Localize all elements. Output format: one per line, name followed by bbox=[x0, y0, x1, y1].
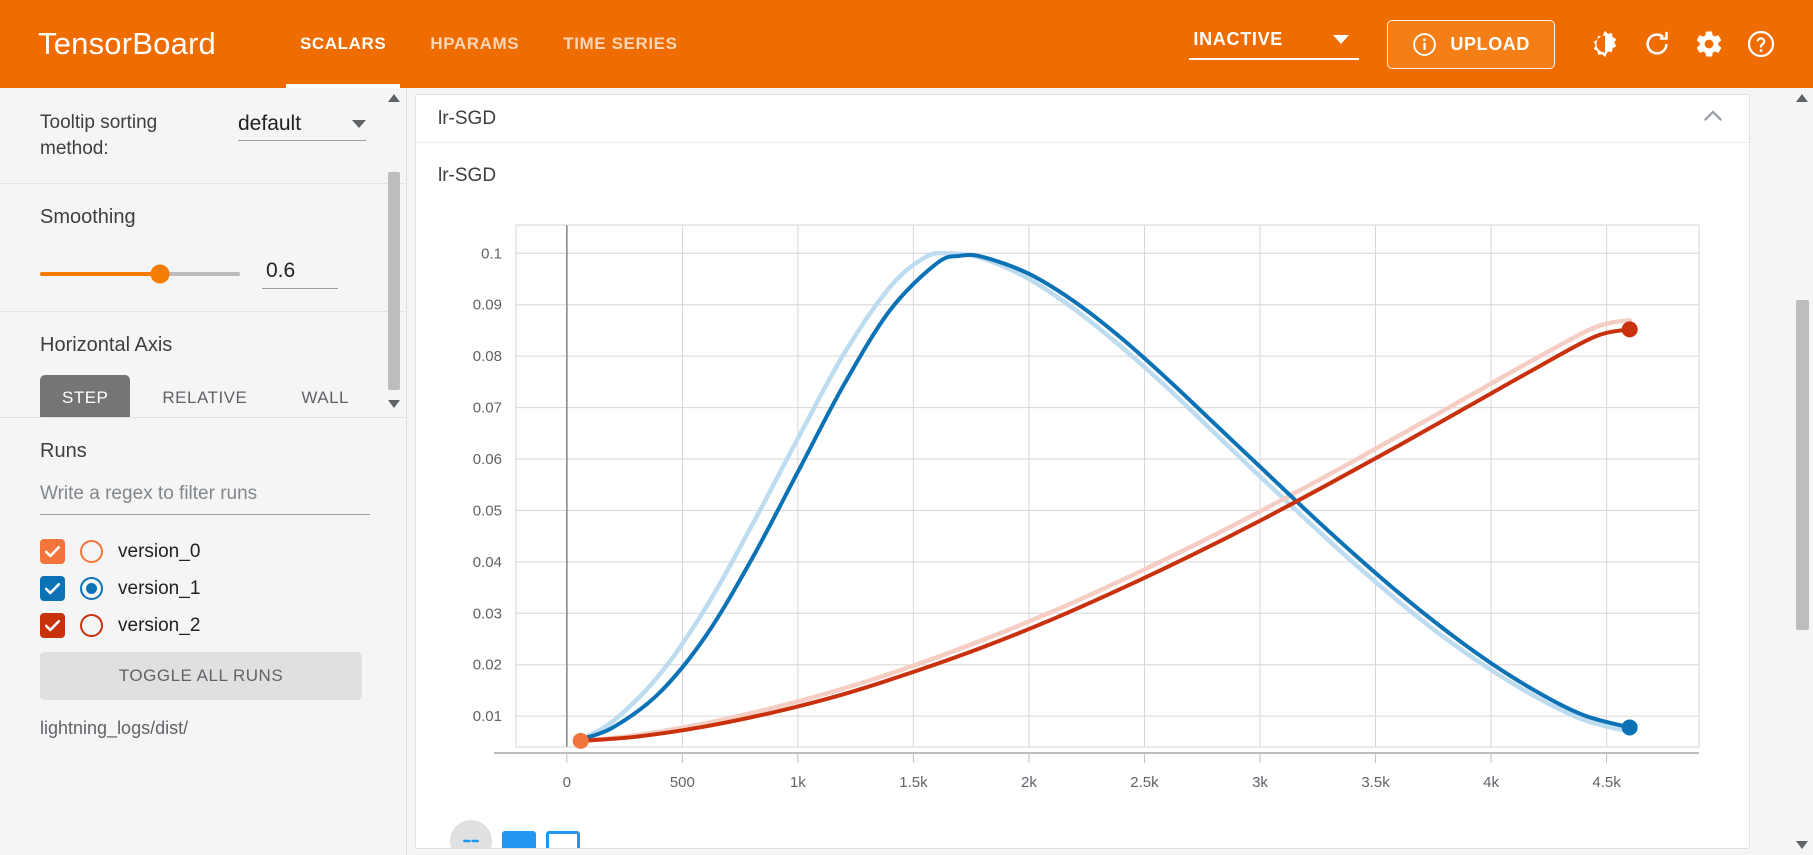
info-icon bbox=[1413, 32, 1437, 56]
scalar-card: lr-SGD lr-SGD 0.01 0.02 0.03 0.04 0.05 0.06 0.… bbox=[415, 94, 1750, 849]
axis-option-step[interactable]: STEP bbox=[40, 375, 131, 417]
svg-text:2.5k: 2.5k bbox=[1130, 774, 1159, 791]
svg-text:0.01: 0.01 bbox=[473, 708, 502, 725]
tooltip-sorting-section: Tooltip sorting method: default bbox=[0, 88, 406, 185]
axis-option-wall[interactable]: WALL bbox=[301, 388, 350, 408]
horizontal-axis-label: Horizontal Axis bbox=[40, 334, 173, 357]
svg-text:0.07: 0.07 bbox=[473, 400, 502, 417]
tab-time-series[interactable]: TIME SERIES bbox=[563, 34, 678, 53]
svg-text:3k: 3k bbox=[1252, 774, 1268, 791]
run-radio[interactable] bbox=[80, 577, 103, 600]
scalar-card-header: lr-SGD bbox=[416, 95, 1749, 143]
run-radio[interactable] bbox=[80, 614, 103, 637]
svg-text:0.1: 0.1 bbox=[481, 245, 502, 262]
axis-option-relative[interactable]: RELATIVE bbox=[162, 388, 248, 408]
smoothing-section: Smoothing 0.6 bbox=[0, 184, 406, 313]
run-status-dropdown[interactable]: INACTIVE bbox=[1189, 28, 1360, 60]
horizontal-axis-section: Horizontal Axis STEP RELATIVE WALL bbox=[0, 312, 406, 417]
chevron-down-icon bbox=[352, 120, 366, 128]
toggle-all-runs-button[interactable]: TOGGLE ALL RUNS bbox=[40, 652, 362, 700]
tooltip-sorting-value: default bbox=[238, 112, 302, 135]
sidebar-scroll-region: Tooltip sorting method: default Smoothin… bbox=[0, 88, 406, 418]
scalar-card-title: lr-SGD bbox=[438, 107, 497, 129]
svg-text:1k: 1k bbox=[790, 774, 806, 791]
run-label: version_0 bbox=[118, 540, 201, 562]
runs-title: Runs bbox=[40, 440, 87, 462]
runs-section: Runs Write a regex to filter runs versio… bbox=[0, 418, 406, 855]
run-checkbox[interactable] bbox=[40, 576, 65, 601]
run-item-version-0[interactable]: version_0 bbox=[40, 533, 380, 570]
settings-gear-icon[interactable] bbox=[1683, 18, 1735, 70]
svg-text:0.08: 0.08 bbox=[473, 348, 502, 365]
main-scrollbar-thumb[interactable] bbox=[1796, 300, 1809, 630]
svg-text:500: 500 bbox=[670, 774, 695, 791]
download-icon[interactable] bbox=[546, 831, 580, 848]
settings-sidebar: Tooltip sorting method: default Smoothin… bbox=[0, 88, 407, 855]
run-item-version-2[interactable]: version_2 bbox=[40, 607, 380, 644]
svg-text:0: 0 bbox=[563, 774, 571, 791]
chart-title: lr-SGD bbox=[438, 165, 497, 186]
header-actions: INACTIVE UPLOAD bbox=[1189, 18, 1813, 70]
slider-fill bbox=[40, 272, 160, 277]
logdir-path: lightning_logs/dist/ bbox=[40, 718, 189, 738]
chart-toolbar bbox=[450, 820, 580, 848]
upload-button[interactable]: UPLOAD bbox=[1387, 19, 1555, 69]
chevron-down-icon bbox=[1333, 34, 1349, 44]
run-label: version_2 bbox=[118, 614, 201, 636]
slider-thumb[interactable] bbox=[150, 264, 170, 284]
app-body: Tooltip sorting method: default Smoothin… bbox=[0, 88, 1813, 855]
main-nav: SCALARS HPARAMS TIME SERIES bbox=[278, 0, 700, 88]
brightness-icon[interactable] bbox=[1579, 18, 1631, 70]
tab-scalars[interactable]: SCALARS bbox=[278, 0, 408, 88]
svg-text:0.09: 0.09 bbox=[473, 297, 502, 314]
main-scrollbar[interactable] bbox=[1796, 88, 1809, 855]
refresh-icon[interactable] bbox=[1631, 18, 1683, 70]
svg-text:4.5k: 4.5k bbox=[1592, 774, 1621, 791]
chevron-up-icon[interactable] bbox=[1699, 102, 1727, 135]
app-header: TensorBoard SCALARS HPARAMS TIME SERIES … bbox=[0, 0, 1813, 88]
smoothing-slider[interactable] bbox=[40, 264, 240, 284]
svg-text:4k: 4k bbox=[1483, 774, 1499, 791]
run-item-version-1[interactable]: version_1 bbox=[40, 570, 380, 607]
svg-text:0.02: 0.02 bbox=[473, 657, 502, 674]
svg-text:0.06: 0.06 bbox=[473, 451, 502, 468]
svg-text:1.5k: 1.5k bbox=[899, 774, 928, 791]
help-icon[interactable] bbox=[1735, 18, 1787, 70]
svg-text:0.03: 0.03 bbox=[473, 605, 502, 622]
svg-text:3.5k: 3.5k bbox=[1361, 774, 1390, 791]
run-checkbox[interactable] bbox=[40, 613, 65, 638]
run-status-value: INACTIVE bbox=[1193, 28, 1283, 49]
pin-icon[interactable] bbox=[502, 831, 536, 848]
scroll-down-arrow-icon[interactable] bbox=[388, 400, 400, 412]
expand-icon[interactable] bbox=[450, 820, 492, 848]
chart-svg: 0.01 0.02 0.03 0.04 0.05 0.06 0.07 0.08 0.09 0.1 0… bbox=[473, 224, 1700, 791]
svg-text:2k: 2k bbox=[1021, 774, 1037, 791]
chart-plot-area[interactable]: 0.01 0.02 0.03 0.04 0.05 0.06 0.07 0.08 0.09 0.1 0… bbox=[416, 187, 1749, 848]
scroll-up-arrow-icon[interactable] bbox=[388, 94, 400, 106]
run-checkbox[interactable] bbox=[40, 539, 65, 564]
tooltip-sorting-label: Tooltip sorting method: bbox=[40, 112, 158, 159]
upload-button-label: UPLOAD bbox=[1450, 33, 1530, 54]
sidebar-scrollbar-thumb[interactable] bbox=[388, 172, 400, 390]
main-content: lr-SGD lr-SGD 0.01 0.02 0.03 0.04 0.05 0.06 0.… bbox=[407, 88, 1813, 855]
run-label: version_1 bbox=[118, 577, 201, 599]
smoothing-label: Smoothing bbox=[40, 206, 136, 229]
run-radio[interactable] bbox=[80, 540, 103, 563]
runs-filter-input[interactable]: Write a regex to filter runs bbox=[40, 483, 370, 515]
svg-text:0.04: 0.04 bbox=[473, 554, 502, 571]
svg-text:0.05: 0.05 bbox=[473, 502, 502, 519]
smoothing-value-input[interactable]: 0.6 bbox=[262, 259, 338, 290]
runs-list: version_0 version_1 version_2 bbox=[40, 533, 380, 644]
app-brand: TensorBoard bbox=[38, 26, 216, 61]
scroll-up-arrow-icon[interactable] bbox=[1796, 94, 1808, 102]
tab-hparams[interactable]: HPARAMS bbox=[430, 34, 520, 53]
sidebar-scrollbar[interactable] bbox=[388, 88, 400, 417]
scroll-down-arrow-icon[interactable] bbox=[1796, 841, 1808, 849]
tooltip-sorting-select[interactable]: default bbox=[238, 112, 366, 141]
